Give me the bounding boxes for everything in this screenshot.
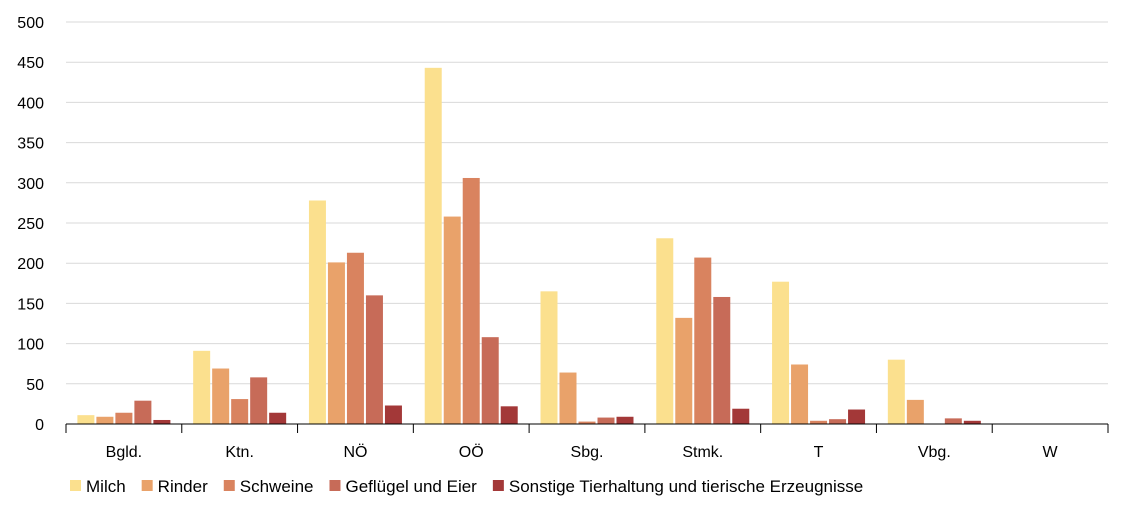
x-tick-label: Ktn. (225, 444, 253, 461)
y-tick-label: 150 (17, 296, 44, 313)
legend-swatch (70, 480, 81, 491)
bar (540, 291, 558, 424)
bar (656, 238, 674, 424)
bar (694, 257, 712, 424)
bar (791, 364, 809, 424)
y-tick-label: 500 (17, 15, 44, 32)
bar (462, 177, 480, 424)
bar (269, 412, 287, 424)
y-tick-label: 200 (17, 256, 44, 273)
bar (616, 416, 634, 424)
y-tick-label: 50 (26, 377, 44, 394)
x-tick-label: NÖ (343, 443, 367, 461)
bar (77, 415, 95, 424)
y-tick-label: 0 (35, 417, 44, 434)
bar (732, 408, 750, 424)
legend-item: Geflügel und Eier (329, 477, 477, 496)
axes (65, 423, 1109, 433)
x-axis-ticks: Bgld. Ktn. NÖ OÖ Sbg. Stmk. T Vbg. W (106, 443, 1059, 461)
legend-item: Schweine (223, 477, 314, 496)
x-tick-label: Bgld. (106, 444, 142, 461)
bar (134, 400, 152, 424)
legend-label: Rinder (158, 477, 208, 496)
bar (829, 419, 847, 424)
bar (365, 295, 383, 424)
bar (250, 377, 268, 424)
y-tick-label: 400 (17, 95, 44, 112)
legend-label: Schweine (240, 477, 314, 496)
y-tick-label: 250 (17, 216, 44, 233)
gridlines (66, 21, 1108, 385)
x-tick-label: Vbg. (918, 444, 951, 461)
bar (675, 317, 693, 424)
bar (848, 409, 866, 424)
legend-item: Milch (70, 477, 126, 496)
y-tick-label: 100 (17, 337, 44, 354)
bar (424, 67, 442, 424)
bar (327, 262, 345, 424)
bar (597, 417, 615, 424)
x-tick-label: W (1043, 444, 1059, 461)
bar (713, 296, 731, 424)
legend-swatch (492, 480, 504, 491)
legend-label: Sonstige Tierhaltung und tierische Erzeu… (509, 477, 863, 496)
legend-swatch (223, 480, 235, 491)
bar (308, 200, 326, 424)
bar (810, 420, 828, 424)
x-tick-label: Stmk. (682, 444, 723, 461)
y-tick-label: 300 (17, 176, 44, 193)
bar (559, 372, 577, 424)
y-axis-ticks: 0 50 100 150 200 250 300 350 400 450 500 (17, 15, 44, 434)
legend-item: Sonstige Tierhaltung und tierische Erzeu… (492, 477, 863, 496)
bar (96, 416, 114, 424)
legend-swatch (141, 480, 153, 491)
bar (772, 281, 790, 424)
legend: Milch Rinder Schweine Geflügel und Eier Sons… (70, 477, 863, 496)
bar (115, 412, 133, 424)
bar (578, 421, 596, 424)
y-tick-label: 350 (17, 136, 44, 153)
x-tick-label: OÖ (459, 443, 484, 461)
bar (887, 359, 905, 424)
legend-item: Rinder (141, 477, 208, 496)
bar (443, 216, 461, 424)
bar (384, 405, 402, 424)
bar (346, 252, 364, 424)
bar (481, 337, 499, 424)
x-tick-label: Sbg. (571, 444, 604, 461)
bar (944, 418, 962, 424)
bar (500, 406, 518, 424)
bar (231, 399, 249, 424)
bar (153, 419, 171, 424)
bars (77, 67, 981, 424)
bar (212, 368, 230, 424)
bar (193, 350, 211, 424)
y-tick-label: 450 (17, 55, 44, 72)
x-tick-label: T (814, 444, 824, 461)
legend-swatch (329, 480, 341, 491)
legend-label: Milch (86, 477, 126, 496)
bar (906, 399, 924, 424)
bar (963, 420, 981, 424)
legend-label: Geflügel und Eier (345, 477, 477, 496)
